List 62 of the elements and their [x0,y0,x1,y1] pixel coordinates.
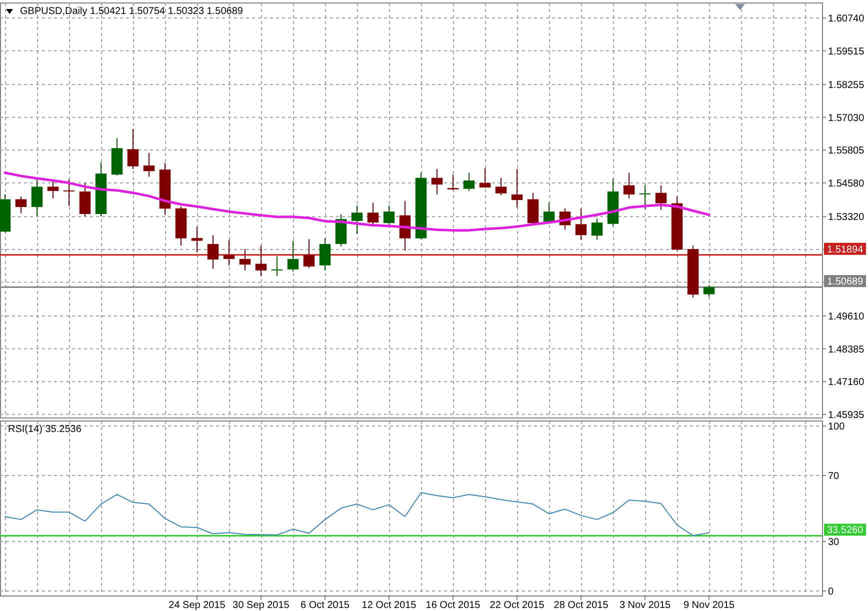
y-tick-label: 1.48385 [828,344,865,356]
y-tick-label: 1.49610 [828,311,865,322]
x-tick-label: 16 Oct 2015 [426,600,481,611]
ref-line-label: 1.50689 [827,276,864,288]
candlestick [31,178,43,216]
candlestick [191,226,203,253]
candlestick [591,218,603,240]
candlestick [527,192,539,226]
candlestick [479,167,491,188]
candlestick [15,196,27,214]
y-tick-label: 1.57030 [828,112,865,124]
candlestick [639,184,651,210]
y-tick-label: 1.59515 [828,46,865,58]
candlestick [287,240,299,272]
chart-title: GBPUSD,Daily 1.50421 1.50754 1.50323 1.50689 [20,6,244,17]
candlestick [271,256,283,277]
candlestick [511,168,523,208]
y-tick-label: 0 [828,586,834,598]
candlestick [63,178,75,206]
x-tick-label: 9 Nov 2015 [683,600,736,611]
y-tick-label: 1.60740 [828,13,865,24]
x-tick-label: 30 Sep 2015 [232,600,290,611]
line-series [4,492,710,536]
y-tick-label: 70 [828,470,840,482]
x-tick-label: 3 Nov 2015 [619,600,672,611]
x-tick-label: 6 Oct 2015 [300,600,350,611]
x-tick-label: 28 Oct 2015 [554,600,609,611]
candlestick [47,180,59,199]
x-tick-label: 12 Oct 2015 [362,600,417,611]
y-tick-label: 1.55805 [828,146,865,157]
y-tick-label: 1.53320 [828,212,865,224]
y-tick-label: 1.47160 [828,377,865,388]
candlestick [431,168,443,195]
candlestick [703,284,715,298]
y-tick-label: 1.58255 [828,80,865,92]
ref-line-label: 33.5260 [827,525,864,536]
candlestick [223,239,235,266]
candlestick [79,182,91,217]
candlestick [367,202,379,226]
candlestick [207,234,219,270]
candlestick [655,184,667,210]
ref-line-label: 1.51894 [827,244,864,256]
candlestick [447,174,459,191]
chart-title: RSI(14) 35.2536 [8,424,82,435]
candlestick [623,172,635,199]
candlestick [239,248,251,271]
candlestick [303,238,315,269]
y-tick-label: 100 [828,421,846,432]
candlestick [127,128,139,170]
candlestick [495,177,507,196]
y-tick-label: 1.45935 [828,410,865,421]
candlestick [255,245,267,277]
candlestick [351,204,363,235]
candlestick [575,208,587,240]
x-tick-label: 22 Oct 2015 [490,600,545,611]
x-tick-label: 24 Sep 2015 [168,600,226,611]
candlestick [143,152,155,178]
y-tick-label: 30 [828,537,840,548]
candlestick [463,172,475,192]
y-tick-label: 1.54580 [828,178,865,190]
candlestick [383,204,395,226]
candlestick [319,238,331,271]
